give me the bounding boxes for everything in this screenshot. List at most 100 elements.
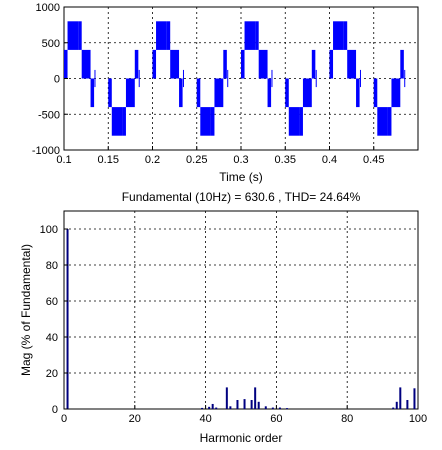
plot1-pwm-band <box>343 21 348 50</box>
plot1-pwm-band <box>81 49 91 79</box>
plot1-pwm-band <box>255 21 259 50</box>
harmonic-bar <box>236 400 239 409</box>
harmonic-bar <box>215 407 218 409</box>
plot1-pwm-band <box>244 21 256 50</box>
harmonic-bar <box>243 399 246 409</box>
plot1-x-tick-label: 0.2 <box>145 154 160 166</box>
plot1-pwm-band <box>210 107 215 136</box>
plot1-x-axis-label: Time (s) <box>219 170 263 184</box>
plot1-pwm-band <box>78 21 82 50</box>
plot2-y-tick-label: 100 <box>40 224 58 236</box>
plot1-x-tick-label: 0.15 <box>98 154 119 166</box>
plot1-pwm-band <box>134 49 139 79</box>
harmonic-bar <box>278 407 281 409</box>
plot1-pwm-band <box>170 49 180 79</box>
plot1-pwm-band <box>288 107 300 136</box>
plot1-pwm-band <box>377 107 388 136</box>
plot1-y-tick-label: -1000 <box>32 145 60 157</box>
plot2-x-tick-label: 80 <box>341 413 353 425</box>
plot1-pwm-band <box>67 21 79 50</box>
plot1-waveform <box>64 21 406 136</box>
plot1-x-ticks: 0.1 0.15 0.2 0.25 0.3 0.35 0.4 0.45 <box>56 146 384 166</box>
plot2-x-tick-label: 100 <box>409 413 427 425</box>
harmonic-bar <box>201 407 204 409</box>
plot2-title: Fundamental (10Hz) = 630.6 , THD= 24.64% <box>122 190 361 204</box>
plot1-pwm-band <box>108 78 112 108</box>
plot2-x-ticks: 0 20 40 60 80 100 <box>61 405 427 425</box>
harmonic-bar <box>225 387 228 409</box>
plot1-y-tick-label: -500 <box>38 109 60 121</box>
plot1-pwm-band <box>329 49 334 79</box>
plot2-y-tick-label: 0 <box>52 404 58 416</box>
plot2-x-tick-label: 0 <box>61 413 67 425</box>
plot1-pwm-band <box>356 78 360 108</box>
plot2-y-tick-label: 20 <box>46 368 58 380</box>
harmonic-bar <box>229 406 232 409</box>
harmonic-bar <box>413 388 416 409</box>
plot2-x-tick-label: 40 <box>199 413 211 425</box>
plot2-x-tick-label: 20 <box>129 413 141 425</box>
plot1-pwm-band <box>125 78 135 108</box>
plot1-pwm-band <box>200 107 211 136</box>
harmonic-bar <box>271 407 274 409</box>
plot1-pwm-band <box>179 78 183 108</box>
harmonic-bar <box>250 400 253 409</box>
plot2-y-tick-label: 40 <box>46 332 58 344</box>
plot2-x-axis-label: Harmonic order <box>200 431 283 445</box>
plot2-y-tick-label: 80 <box>46 260 58 272</box>
plot1-pwm-band <box>196 78 201 108</box>
plot1-x-tick-label: 0.45 <box>363 154 384 166</box>
plot1-pwm-band <box>223 49 227 79</box>
harmonic-bar <box>395 401 398 409</box>
plot1-x-tick-label: 0.3 <box>233 154 248 166</box>
plot1-pwm-band <box>373 78 378 108</box>
plot1-pwm-band <box>122 107 126 136</box>
plot1-x-tick-label: 0.1 <box>56 154 71 166</box>
plot2-y-tick-label: 60 <box>46 296 58 308</box>
plot1-pwm-band <box>166 21 171 50</box>
plot1-pwm-band <box>64 49 68 79</box>
plot2-y-ticks: 100 80 60 40 20 0 <box>40 224 68 416</box>
plot1-pwm-band <box>285 78 289 108</box>
plot1-pwm-band <box>333 21 344 50</box>
plot1-pwm-band <box>152 49 157 79</box>
plot1-pwm-band <box>302 78 312 108</box>
plot1-y-tick-label: 0 <box>54 74 60 86</box>
plot1-pwm-band <box>241 49 245 79</box>
harmonic-bar <box>257 401 260 409</box>
harmonic-bar <box>406 400 409 409</box>
plot2-y-axis-label: Mag (% of Fundamental) <box>19 244 33 376</box>
plot2-x-tick-label: 60 <box>270 413 282 425</box>
harmonic-bar <box>211 403 214 409</box>
plot1-pwm-band <box>387 107 392 136</box>
harmonic-bar <box>264 406 267 409</box>
plot2-frame <box>63 210 419 410</box>
plot1-y-ticks: 1000 500 0 -500 -1000 <box>32 2 68 157</box>
harmonic-bar <box>399 387 402 409</box>
plot2-bars <box>66 229 416 409</box>
plot1-x-tick-label: 0.25 <box>186 154 207 166</box>
plot1-pwm-band <box>111 107 123 136</box>
plot1-x-tick-label: 0.35 <box>275 154 296 166</box>
plot1-y-tick-label: 1000 <box>36 2 60 14</box>
plot1-pwm-band <box>311 49 316 79</box>
harmonic-bar <box>254 387 257 409</box>
plot1-pwm-band <box>267 78 272 108</box>
harmonic-bar <box>66 229 69 409</box>
plot1-pwm-band <box>400 49 404 79</box>
plot1-pwm-band <box>299 107 303 136</box>
plot1-pwm-band <box>214 78 224 108</box>
plot1-y-tick-label: 500 <box>42 38 60 50</box>
harmonic-bar <box>208 406 211 409</box>
plot1-pwm-band <box>347 49 357 79</box>
plot1-pwm-band <box>258 49 268 79</box>
plot1-x-tick-label: 0.4 <box>322 154 337 166</box>
harmonic-bar <box>286 408 289 409</box>
plot1-pwm-band <box>156 21 167 50</box>
harmonic-spectrum-plot: Fundamental (10Hz) = 630.6 , THD= 24.64%… <box>19 190 427 445</box>
plot1-pwm-band <box>391 78 401 108</box>
plot2-grid <box>64 211 418 409</box>
plot1-pwm-band <box>90 78 95 108</box>
